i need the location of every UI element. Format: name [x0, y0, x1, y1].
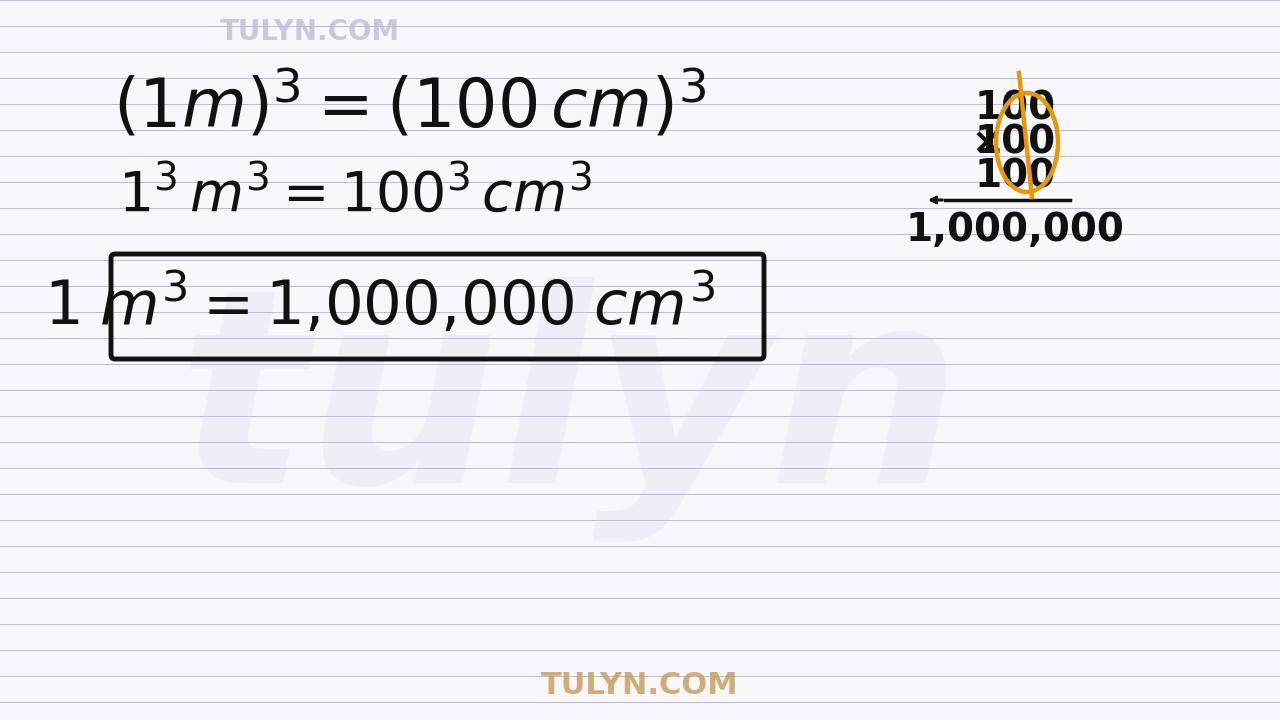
- Text: TULYN.COM: TULYN.COM: [220, 18, 401, 46]
- Text: $1\;m^3 = 1{,}000{,}000\;cm^3$: $1\;m^3 = 1{,}000{,}000\;cm^3$: [45, 272, 716, 338]
- Text: TULYN.COM: TULYN.COM: [541, 670, 739, 700]
- Text: 100: 100: [974, 124, 1056, 162]
- Text: $(1m)^3 = (100\,cm)^3$: $(1m)^3 = (100\,cm)^3$: [114, 68, 707, 141]
- Text: tulyn: tulyn: [178, 277, 963, 542]
- Text: $1^3\,m^3 = 100^3\,cm^3$: $1^3\,m^3 = 100^3\,cm^3$: [118, 167, 593, 223]
- Text: 100: 100: [974, 158, 1056, 196]
- Text: ×: ×: [972, 126, 1002, 160]
- Text: 1,000,000: 1,000,000: [905, 211, 1124, 249]
- Text: 100: 100: [974, 89, 1056, 127]
